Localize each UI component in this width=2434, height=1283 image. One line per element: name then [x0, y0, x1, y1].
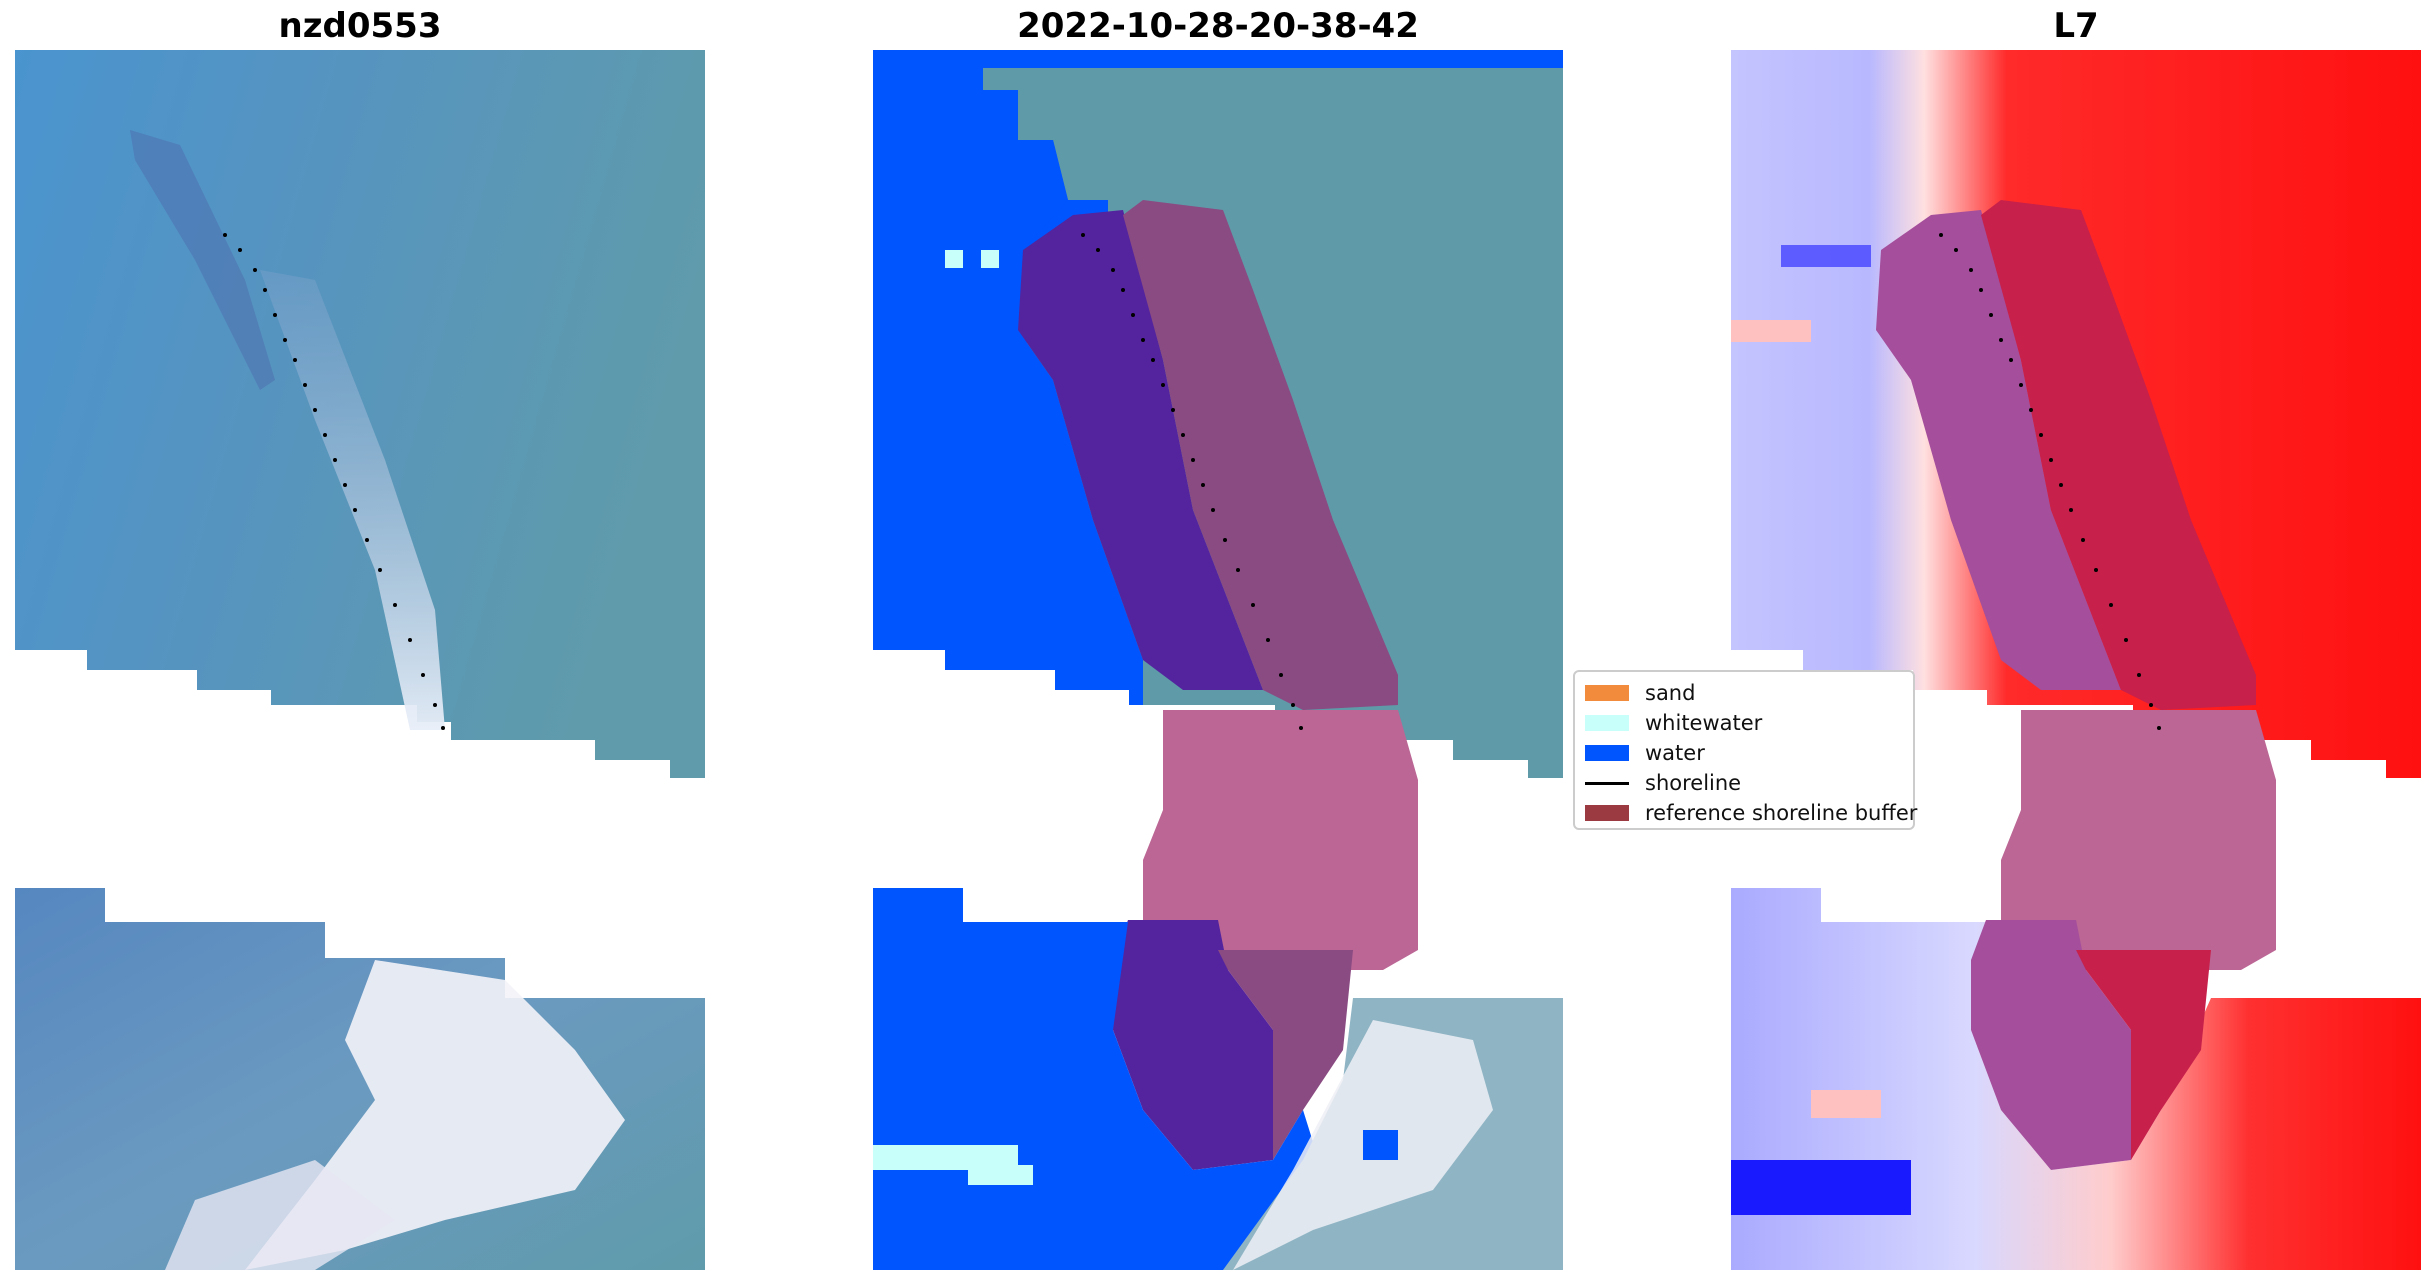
- index-pink-patch: [1811, 1090, 1881, 1118]
- legend-label: water: [1645, 741, 1705, 765]
- classified-water-shore: [873, 50, 1143, 705]
- legend-item-sand: sand: [1585, 678, 1913, 708]
- whitewater-pixel: [981, 250, 999, 268]
- legend-swatch-sand: [1585, 685, 1629, 701]
- index-pink-stripe: [1731, 320, 1811, 342]
- rgb-dark-channel: [130, 130, 275, 390]
- legend-swatch-water: [1585, 745, 1629, 761]
- panel-title-classified: 2022-10-28-20-38-42: [1017, 6, 1419, 46]
- buffer-bottom-water: [1113, 920, 1273, 1170]
- index-buffer-nodata: [2001, 710, 2276, 970]
- legend-label: whitewater: [1645, 711, 1763, 735]
- index-blue-stripe: [1781, 245, 1871, 267]
- buffer-over-water: [1018, 210, 1263, 690]
- legend: sand whitewater water shoreline referenc…: [1573, 670, 1917, 830]
- legend-swatch-buffer: [1585, 805, 1629, 821]
- buffer-bottom-land: [1218, 950, 1353, 1160]
- shoreline-dots: [1081, 233, 1303, 730]
- shoreline-dots: [1939, 233, 2161, 730]
- index-buffer-left: [1876, 210, 2121, 690]
- index-image-panel: [1731, 50, 2421, 1270]
- buffer-over-land: [1123, 200, 1398, 710]
- index-bottom-buffer-right: [2076, 950, 2211, 1160]
- index-blue-patch: [1731, 1160, 1911, 1215]
- legend-item-buffer: reference shoreline buffer: [1585, 798, 1917, 828]
- classified-water-patch: [1363, 1130, 1398, 1160]
- rgb-bottom-white-2: [165, 1160, 395, 1270]
- index-buffer-right: [1981, 200, 2256, 710]
- whitewater-bottom: [873, 1145, 1033, 1185]
- panel-title-rgb: nzd0553: [278, 6, 442, 46]
- legend-swatch-whitewater: [1585, 715, 1629, 731]
- legend-item-shoreline: shoreline: [1585, 768, 1913, 798]
- shoreline-dots: [223, 233, 445, 730]
- legend-item-whitewater: whitewater: [1585, 708, 1913, 738]
- legend-swatch-shoreline: [1585, 781, 1629, 785]
- legend-label: shoreline: [1645, 771, 1742, 795]
- rgb-image-panel: [15, 50, 705, 1270]
- panel-title-index: L7: [2053, 6, 2099, 46]
- classified-image-panel: [873, 50, 1563, 1270]
- legend-label: reference shoreline buffer: [1645, 801, 1918, 825]
- whitewater-pixel: [945, 250, 963, 268]
- buffer-over-nodata: [1143, 710, 1418, 970]
- legend-label: sand: [1645, 681, 1696, 705]
- index-bottom-buffer-left: [1971, 920, 2131, 1170]
- legend-item-water: water: [1585, 738, 1913, 768]
